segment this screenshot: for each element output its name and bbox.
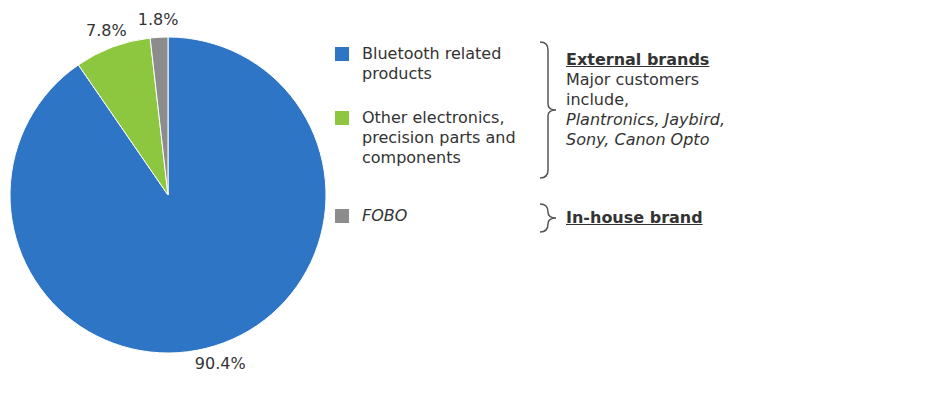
svg-text:7.8%: 7.8%	[86, 21, 127, 40]
html-text:Bluetooth related products: Bluetooth related products	[362, 44, 502, 83]
html-text:Other electronics, precision p: Other electronics, precision parts and c…	[362, 108, 516, 167]
html-text:Major customers include,: Major customers include,	[566, 70, 700, 109]
html-text:FOBO: FOBO	[362, 206, 408, 225]
html-text:In-house brand: In-house brand	[566, 208, 703, 227]
html-text:External brands: External brands	[566, 50, 710, 69]
svg-text:1.8%: 1.8%	[138, 10, 179, 29]
html-text:Plantronics, Jaybird, Sony, Ca: Plantronics, Jaybird, Sony, Canon Opto	[566, 110, 725, 149]
svg-text:90.4%: 90.4%	[195, 354, 246, 373]
